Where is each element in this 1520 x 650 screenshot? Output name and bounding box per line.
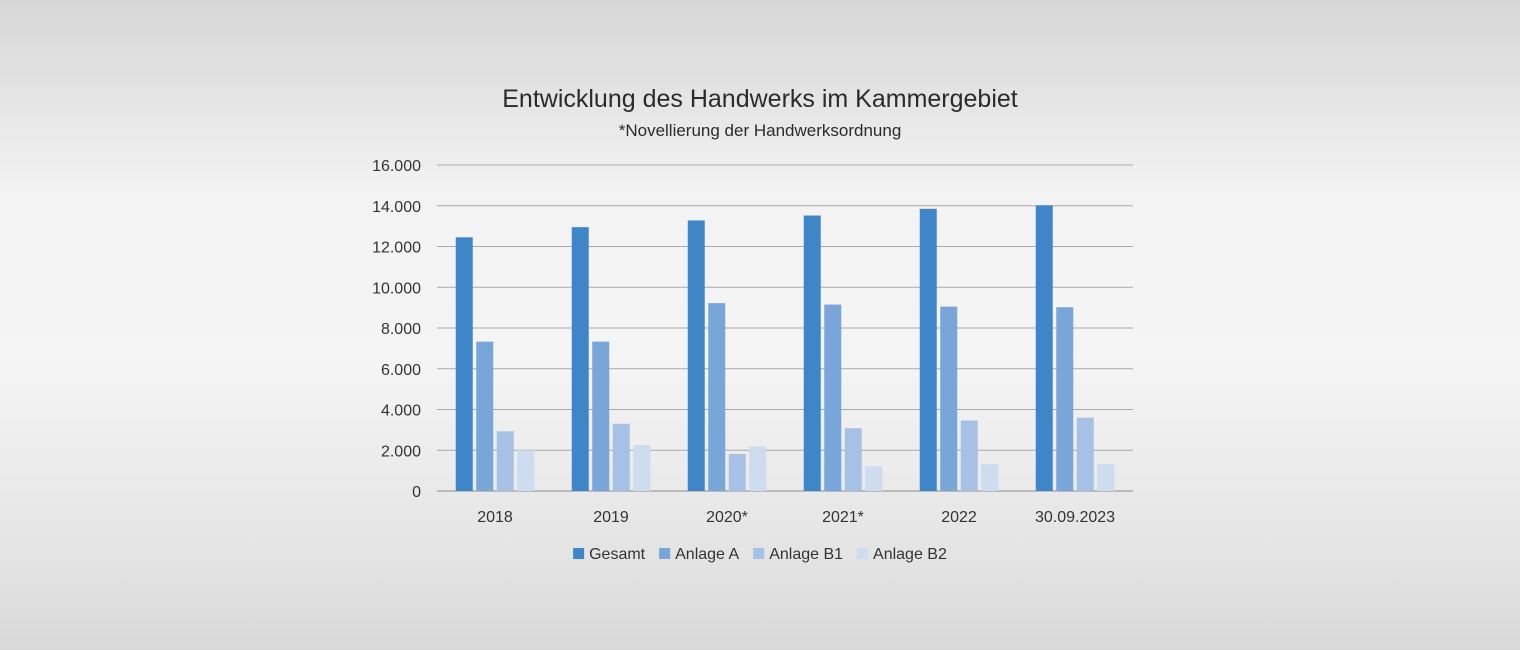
x-tick-label: 2022 xyxy=(941,509,977,526)
bar-anlage-a xyxy=(708,303,726,491)
bar-anlage-b1 xyxy=(728,453,746,491)
x-tick-label: 2019 xyxy=(593,509,629,526)
chart-subtitle: *Novellierung der Handwerksordnung xyxy=(619,121,902,140)
bars xyxy=(455,205,1115,492)
y-tick-label: 6.000 xyxy=(381,362,421,379)
bar-gesamt xyxy=(803,215,821,491)
legend-label: Anlage B1 xyxy=(769,546,843,563)
x-axis-ticks: 2018 2019 2020* 2021* 2022 30.09.2023 xyxy=(477,509,1115,526)
bar-gesamt xyxy=(571,227,589,492)
y-tick-label: 0 xyxy=(412,484,421,501)
bar-anlage-a xyxy=(1056,307,1074,491)
bar-anlage-b2 xyxy=(633,445,651,491)
y-tick-label: 14.000 xyxy=(372,199,421,216)
bar-gesamt xyxy=(919,208,937,491)
legend-label: Gesamt xyxy=(589,546,646,563)
bar-anlage-b2 xyxy=(749,446,767,491)
legend-swatch xyxy=(659,548,671,559)
legend-swatch xyxy=(753,548,765,559)
bar-anlage-b1 xyxy=(844,428,862,491)
y-tick-label: 12.000 xyxy=(372,240,421,257)
gridlines xyxy=(437,164,1133,492)
bar-anlage-b2 xyxy=(865,466,883,491)
bar-anlage-b2 xyxy=(517,450,535,491)
legend-item-gesamt: Gesamt xyxy=(573,546,646,563)
bar-anlage-b1 xyxy=(960,420,978,491)
bar-anlage-b1 xyxy=(612,423,630,491)
legend-label: Anlage A xyxy=(675,546,739,563)
bar-anlage-a xyxy=(940,306,958,491)
legend-swatch xyxy=(573,548,585,559)
legend-swatch xyxy=(857,548,869,559)
legend-item-anlage-b1: Anlage B1 xyxy=(753,546,843,563)
bar-anlage-b2 xyxy=(981,464,999,491)
bar-anlage-a xyxy=(592,341,610,491)
y-tick-label: 4.000 xyxy=(381,403,421,420)
bar-anlage-a xyxy=(476,341,494,491)
legend-label: Anlage B2 xyxy=(873,546,947,563)
bar-gesamt xyxy=(687,220,705,492)
legend-item-anlage-b2: Anlage B2 xyxy=(857,546,947,563)
bar-anlage-a xyxy=(824,304,842,491)
y-tick-label: 10.000 xyxy=(372,280,421,297)
y-tick-label: 2.000 xyxy=(381,443,421,460)
y-tick-label: 16.000 xyxy=(372,158,421,175)
bar-anlage-b2 xyxy=(1097,463,1115,491)
bar-anlage-b1 xyxy=(1076,417,1094,491)
chart-title: Entwicklung des Handwerks im Kammergebie… xyxy=(502,85,1018,113)
y-tick-label: 8.000 xyxy=(381,321,421,338)
y-axis-ticks: 0 2.000 4.000 6.000 8.000 10.000 12.000 14.000 1… xyxy=(372,158,421,501)
bar-anlage-b1 xyxy=(496,431,514,491)
legend-item-anlage-a: Anlage A xyxy=(659,546,740,563)
x-tick-label: 2018 xyxy=(477,509,513,526)
bar-gesamt xyxy=(1035,205,1053,491)
x-tick-label: 30.09.2023 xyxy=(1035,509,1115,526)
x-tick-label: 2020* xyxy=(706,509,748,526)
bar-gesamt xyxy=(455,237,473,491)
legend: Gesamt Anlage A Anlage B1 Anlage B2 xyxy=(573,546,947,563)
x-tick-label: 2021* xyxy=(822,509,864,526)
